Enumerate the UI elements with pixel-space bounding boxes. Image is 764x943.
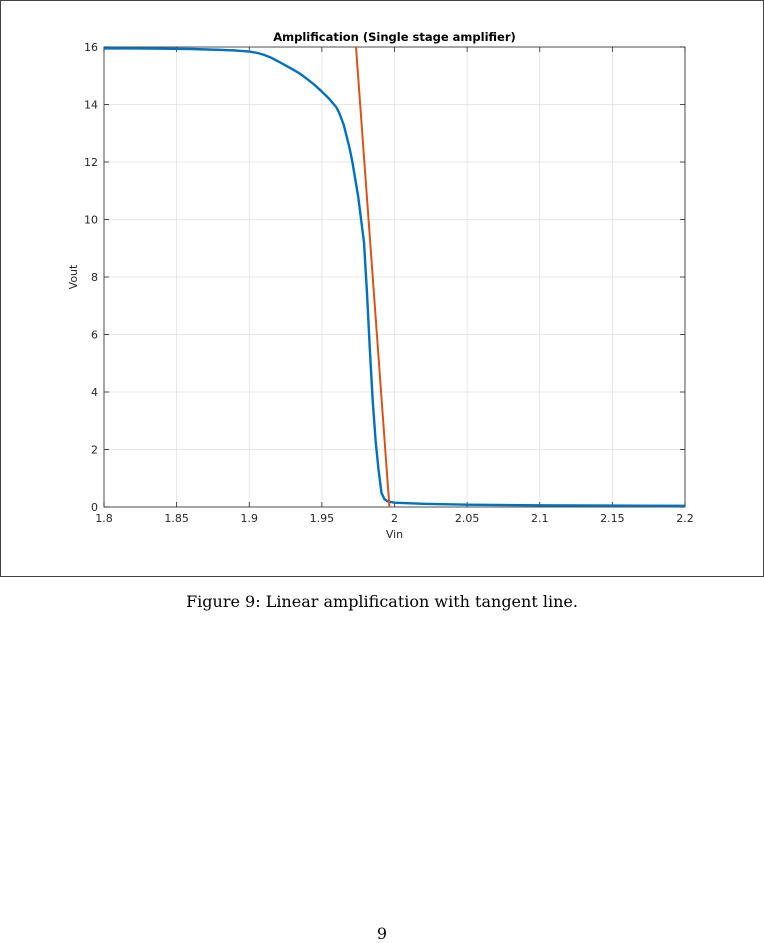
series-group: [104, 47, 685, 507]
x-axis-label: Vin: [386, 528, 403, 541]
y-tick-label: 0: [91, 501, 98, 514]
grid-lines: [103, 46, 686, 508]
chart-title: Amplification (Single stage amplifier): [273, 30, 516, 44]
vout-curve: [104, 47, 685, 507]
x-tick-label: 2.15: [600, 512, 625, 525]
axis-ticks: 1.8 1.85 1.9 1.95 2 2.05 2.1 2.15 2.2 0 2 4 6 8 10 12 14…: [84, 41, 694, 525]
x-tick-label: 2: [391, 512, 398, 525]
x-tick-label: 2.05: [455, 512, 480, 525]
y-tick-label: 4: [91, 386, 98, 399]
x-tick-label: 2.1: [531, 512, 549, 525]
y-tick-label: 14: [84, 99, 98, 112]
y-tick-label: 8: [91, 271, 98, 284]
tangent-line: [355, 47, 391, 507]
x-tick-label: 1.9: [241, 512, 259, 525]
y-tick-label: 12: [84, 156, 98, 169]
figure-frame: [0, 0, 764, 577]
x-tick-label: 1.8: [95, 512, 113, 525]
x-tick-label: 1.85: [164, 512, 189, 525]
x-tick-label: 1.95: [310, 512, 335, 525]
figure-caption: Figure 9: Linear amplification with tang…: [186, 592, 578, 611]
x-tick-label: 2.2: [676, 512, 694, 525]
y-tick-label: 6: [91, 329, 98, 342]
y-tick-label: 10: [84, 214, 98, 227]
chart: 1.8 1.85 1.9 1.95 2 2.05 2.1 2.15 2.2 0 2 4 6 8 10 12 14…: [67, 30, 694, 541]
y-axis-label: Vout: [67, 264, 80, 289]
y-tick-label: 16: [84, 41, 98, 54]
y-tick-label: 2: [91, 444, 98, 457]
page-number: 9: [376, 924, 388, 943]
